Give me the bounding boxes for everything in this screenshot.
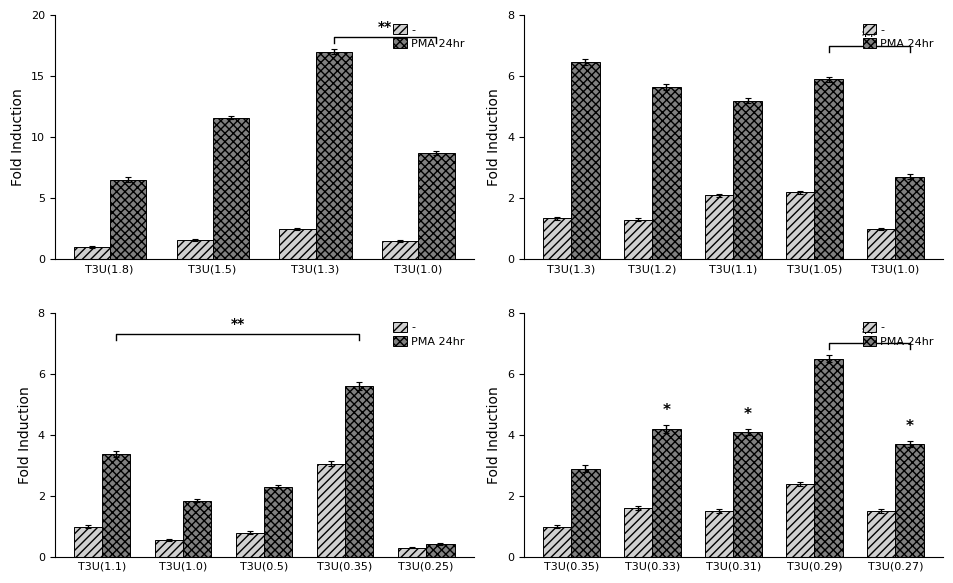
Text: **: ** [862, 29, 876, 43]
Bar [866, 511, 895, 557]
Bar [895, 177, 923, 259]
Bar [733, 432, 760, 557]
Bar [623, 220, 652, 259]
Bar [814, 359, 841, 557]
Bar [542, 218, 571, 259]
Y-axis label: Fold Induction: Fold Induction [487, 386, 501, 484]
Bar [652, 87, 680, 259]
Legend: -, PMA 24hr: -, PMA 24hr [859, 318, 937, 350]
Bar [345, 386, 373, 557]
Bar [154, 540, 183, 557]
Legend: -, PMA 24hr: -, PMA 24hr [390, 318, 468, 350]
Bar [102, 454, 131, 557]
Bar [235, 533, 264, 557]
Text: *: * [661, 403, 670, 418]
Bar [785, 484, 814, 557]
Bar [814, 79, 841, 259]
Text: *: * [904, 419, 913, 434]
Bar [397, 548, 426, 557]
Bar [733, 101, 760, 259]
Bar [73, 247, 110, 259]
Bar [279, 229, 315, 259]
Bar [652, 429, 680, 557]
Legend: -, PMA 24hr: -, PMA 24hr [859, 20, 937, 52]
Bar [73, 526, 102, 557]
Bar [571, 62, 599, 259]
Bar [895, 444, 923, 557]
Text: **: ** [862, 326, 876, 340]
Bar [785, 192, 814, 259]
Y-axis label: Fold Induction: Fold Induction [18, 386, 32, 484]
Bar [623, 508, 652, 557]
Bar [866, 229, 895, 259]
Bar [382, 241, 418, 259]
Text: **: ** [231, 317, 245, 331]
Bar [704, 195, 733, 259]
Text: **: ** [377, 20, 392, 34]
Bar [426, 544, 454, 557]
Bar [315, 52, 352, 259]
Y-axis label: Fold Induction: Fold Induction [11, 88, 25, 186]
Legend: -, PMA 24hr: -, PMA 24hr [390, 20, 468, 52]
Bar [571, 469, 599, 557]
Bar [183, 501, 212, 557]
Bar [213, 118, 249, 259]
Bar [316, 464, 345, 557]
Text: *: * [742, 406, 751, 422]
Bar [176, 240, 213, 259]
Bar [704, 511, 733, 557]
Bar [264, 487, 293, 557]
Bar [418, 153, 454, 259]
Bar [110, 180, 146, 259]
Bar [542, 526, 571, 557]
Y-axis label: Fold Induction: Fold Induction [487, 88, 501, 186]
